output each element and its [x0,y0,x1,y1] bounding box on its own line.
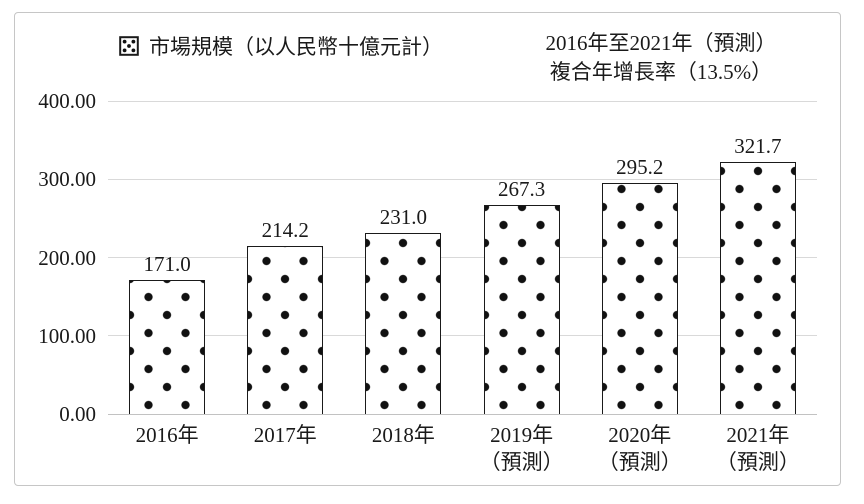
x-axis-label: 2021年 （預測） [699,422,817,476]
dotted-pattern-legend-swatch-icon [119,36,139,56]
y-tick-label: 300.00 [38,167,96,192]
bar [247,246,324,414]
y-tick-label: 200.00 [38,245,96,270]
gridline [108,335,817,337]
annotation-line1: 2016年至2021年（預測） [545,31,777,55]
x-axis-label-forecast-note: （預測） [479,450,564,474]
y-tick-label: 400.00 [38,89,96,113]
x-axis-label-year: 2019年 [490,423,554,447]
x-axis-label-year: 2021年 [726,423,790,447]
gridline [108,178,817,180]
x-axis-label-forecast-note: （預測） [597,450,682,474]
cagr-annotation: 2016年至2021年（預測） 複合年增長率（13.5%） [485,29,837,87]
x-axis-label-forecast-note: （預測） [715,450,800,474]
x-axis-label: 2020年 （預測） [581,422,699,476]
x-axis-line [108,413,817,415]
bar [601,183,678,414]
y-tick-label: 100.00 [38,323,96,348]
bar-value-label: 321.7 [734,134,782,158]
bar-value-label: 171.0 [143,252,191,276]
bar-value-label: 231.0 [379,205,428,229]
legend-label: 市場規模（以人民幣十億元計） [149,35,443,59]
x-axis-label-year: 2018年 [371,423,435,447]
annotation-line2: 複合年增長率（13.5%） [549,60,773,84]
bar [365,233,442,414]
bar-value-label: 295.2 [616,155,664,179]
gridline [108,257,817,258]
x-axis-label-year: 2020年 [608,423,672,447]
x-axis-label-year: 2016年 [135,423,199,447]
x-axis-label: 2019年 （預測） [463,422,581,476]
bar [483,205,560,414]
gridline [108,100,817,102]
bar [129,280,206,414]
x-axis-label-year: 2017年 [253,423,317,447]
plot-area: 400.00 300.00 200.00 100.00 0.00 171.0 2016年 21… [15,13,840,485]
chart-frame: 市場規模（以人民幣十億元計） 2016年至2021年（預測） 複合年增長率（13… [14,12,841,486]
y-tick-label: 0.00 [59,402,96,426]
bar [719,162,796,414]
x-axis-label: 2017年 [226,422,344,449]
x-axis-label: 2018年 [344,422,462,449]
bar-value-label: 267.3 [497,177,546,201]
x-axis-label: 2016年 [108,422,226,449]
bar-value-label: 214.2 [261,218,309,242]
legend: 市場規模（以人民幣十億元計） [119,31,443,61]
